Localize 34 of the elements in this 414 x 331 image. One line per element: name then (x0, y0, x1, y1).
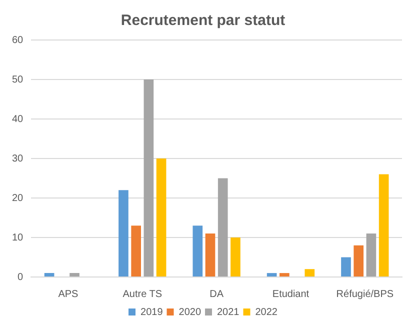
y-tick-label: 0 (18, 272, 24, 283)
x-tick-label: Réfugié/BPS (336, 288, 394, 300)
bar (44, 273, 54, 276)
legend-label: 2019 (140, 306, 164, 318)
bar (266, 273, 277, 276)
x-tick-label: Autre TS (122, 288, 162, 300)
bar (118, 190, 128, 276)
bar (366, 234, 376, 276)
y-tick-label: 10 (12, 232, 24, 244)
bar (205, 234, 216, 276)
bar (156, 158, 166, 276)
bar (218, 178, 228, 276)
legend-label: 2021 (217, 306, 240, 318)
bar (230, 238, 240, 276)
bar (70, 273, 80, 276)
bar (304, 269, 315, 276)
bar (341, 257, 351, 276)
bar (131, 226, 141, 276)
y-tick-label: 30 (12, 153, 24, 164)
bar (378, 174, 389, 276)
y-tick-label: 40 (12, 114, 24, 125)
y-tick-label: 20 (12, 192, 24, 204)
x-tick-label: APS (58, 288, 79, 300)
legend-label: 2022 (255, 306, 278, 318)
bar (280, 273, 290, 276)
bar (144, 80, 154, 276)
bar (354, 245, 364, 276)
legend-label: 2020 (178, 306, 202, 318)
y-tick-label: 50 (12, 74, 24, 86)
chart-title: Recrutement par statut (120, 12, 286, 30)
x-tick-label: Etudiant (272, 288, 310, 300)
x-tick-label: DA (210, 288, 224, 300)
bar (192, 226, 203, 276)
y-tick-label: 60 (12, 34, 24, 46)
